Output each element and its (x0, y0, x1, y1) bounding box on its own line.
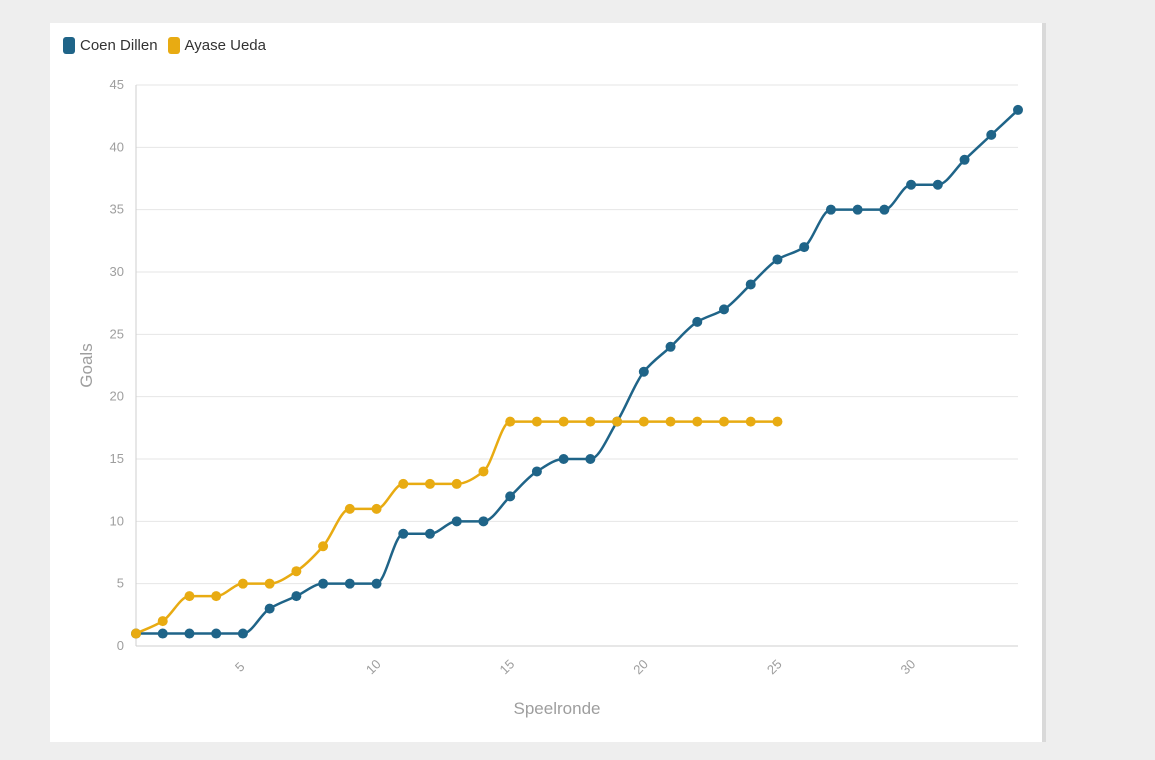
y-tick-label: 30 (110, 264, 124, 279)
legend-swatch (167, 37, 180, 54)
x-tick-label: 30 (897, 656, 918, 677)
data-point-coen-dillen (505, 491, 516, 502)
data-point-coen-dillen (344, 578, 355, 589)
y-tick-label: 45 (110, 77, 124, 92)
y-tick-label: 25 (110, 326, 124, 341)
data-point-coen-dillen (852, 204, 863, 215)
y-tick-label: 15 (110, 451, 124, 466)
data-point-ayase-ueda (451, 478, 462, 489)
data-point-coen-dillen (318, 578, 329, 589)
data-point-coen-dillen (237, 628, 248, 639)
legend-item-ayase-ueda[interactable]: Ayase Ueda (167, 37, 266, 54)
chart-legend: Coen Dillen Ayase Ueda (63, 37, 266, 54)
data-point-coen-dillen (719, 304, 729, 315)
data-point-ayase-ueda (184, 591, 195, 602)
data-point-ayase-ueda (344, 503, 355, 514)
x-axis-title: Speelronde (514, 699, 601, 718)
y-tick-label: 35 (110, 202, 124, 217)
data-point-ayase-ueda (157, 616, 168, 627)
data-point-coen-dillen (558, 454, 569, 464)
x-tick-label: 5 (232, 659, 248, 675)
data-point-coen-dillen (1013, 104, 1023, 115)
data-point-ayase-ueda (291, 566, 302, 577)
data-point-coen-dillen (157, 628, 168, 639)
legend-swatch (63, 37, 75, 54)
data-point-ayase-ueda (719, 416, 729, 427)
data-point-ayase-ueda (211, 591, 222, 602)
data-point-coen-dillen (665, 341, 676, 352)
data-point-coen-dillen (585, 454, 596, 464)
data-point-coen-dillen (425, 528, 435, 539)
data-point-ayase-ueda (612, 416, 623, 427)
legend-item-coen-dillen[interactable]: Coen Dillen (63, 37, 158, 54)
data-point-coen-dillen (986, 129, 997, 140)
data-point-ayase-ueda (531, 416, 542, 427)
data-point-coen-dillen (638, 366, 649, 377)
data-point-ayase-ueda (425, 478, 435, 489)
data-point-ayase-ueda (638, 416, 649, 427)
data-point-coen-dillen (478, 516, 489, 527)
y-tick-label: 40 (110, 139, 124, 154)
x-tick-label: 10 (363, 656, 384, 677)
y-tick-label: 5 (117, 576, 124, 591)
data-point-coen-dillen (211, 628, 222, 639)
data-point-ayase-ueda (131, 628, 141, 639)
y-tick-label: 0 (117, 638, 124, 653)
series-line-ayase-ueda (135, 420, 778, 635)
data-point-coen-dillen (371, 578, 382, 589)
data-point-coen-dillen (531, 466, 542, 477)
x-tick-label: 20 (630, 656, 651, 677)
data-point-coen-dillen (932, 179, 943, 190)
legend-label: Ayase Ueda (184, 37, 266, 54)
data-point-coen-dillen (799, 242, 810, 253)
data-point-coen-dillen (772, 254, 783, 265)
data-point-ayase-ueda (505, 416, 516, 427)
data-point-ayase-ueda (692, 416, 703, 427)
data-point-ayase-ueda (665, 416, 676, 427)
legend-label: Coen Dillen (80, 37, 158, 54)
chart-card (50, 23, 1042, 742)
data-point-coen-dillen (906, 179, 917, 190)
x-tick-label: 25 (764, 656, 785, 677)
data-point-ayase-ueda (745, 416, 756, 427)
data-point-ayase-ueda (772, 416, 783, 427)
data-point-coen-dillen (879, 204, 890, 215)
data-point-ayase-ueda (558, 416, 569, 427)
y-axis-title: Goals (77, 343, 96, 387)
data-point-coen-dillen (451, 516, 462, 527)
data-point-ayase-ueda (398, 478, 409, 489)
y-tick-label: 20 (110, 389, 124, 404)
y-tick-label: 10 (110, 513, 124, 528)
data-point-ayase-ueda (264, 578, 275, 589)
data-point-ayase-ueda (585, 416, 596, 427)
data-point-coen-dillen (959, 154, 970, 165)
data-point-ayase-ueda (318, 541, 329, 552)
card-scroll-edge (1042, 23, 1046, 742)
data-point-coen-dillen (745, 279, 756, 290)
series-line-coen-dillen (135, 109, 1019, 635)
data-point-ayase-ueda (371, 503, 382, 514)
x-tick-label: 15 (497, 656, 518, 677)
data-point-ayase-ueda (237, 578, 248, 589)
data-point-coen-dillen (264, 603, 275, 614)
data-point-ayase-ueda (478, 466, 489, 477)
data-point-coen-dillen (398, 528, 409, 539)
data-point-coen-dillen (825, 204, 836, 215)
data-point-coen-dillen (291, 591, 302, 602)
data-point-coen-dillen (184, 628, 195, 639)
data-point-coen-dillen (692, 316, 703, 327)
